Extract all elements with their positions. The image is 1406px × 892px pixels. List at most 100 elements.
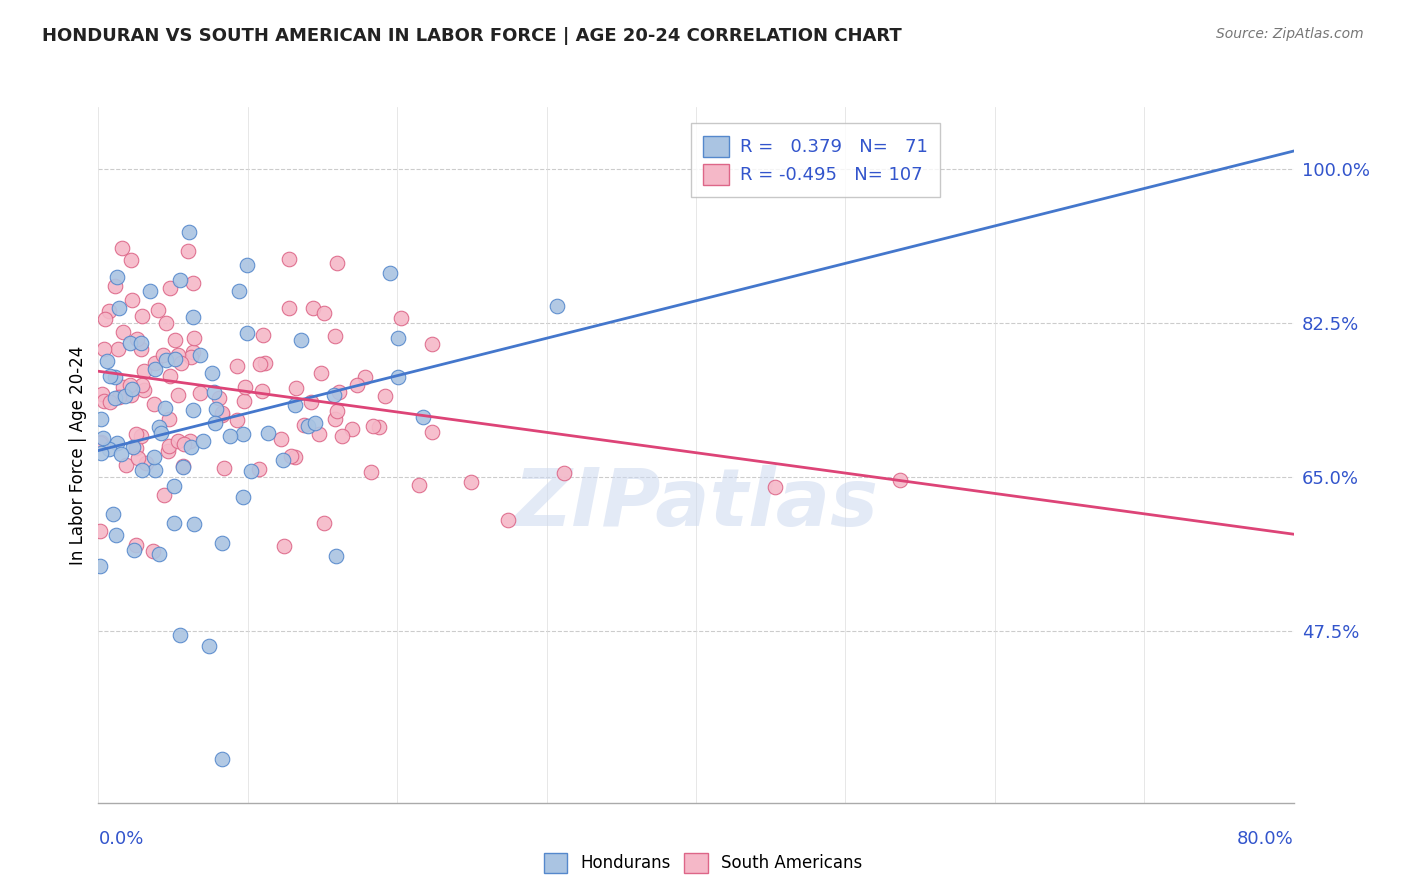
Point [111, 241, 134, 255]
Point [278, 301, 301, 315]
Point [181, 345, 204, 359]
Point [129, 335, 152, 350]
Point [212, 461, 235, 475]
Point [191, 434, 214, 448]
Point [183, 331, 205, 345]
Point [149, 425, 172, 440]
Point [180, 440, 202, 454]
Point [120, 388, 142, 402]
Point [342, 422, 364, 436]
Point [360, 465, 382, 479]
Point [169, 273, 191, 287]
Point [183, 516, 205, 531]
Point [292, 417, 315, 432]
Point [162, 479, 184, 493]
Point [290, 333, 312, 347]
Point [155, 352, 177, 367]
Point [163, 352, 186, 367]
Point [142, 544, 165, 558]
Point [179, 434, 201, 449]
Point [107, 342, 129, 356]
Point [389, 310, 412, 325]
Point [112, 380, 135, 394]
Point [121, 382, 143, 396]
Point [148, 420, 170, 434]
Point [420, 425, 443, 439]
Point [157, 412, 180, 426]
Point [412, 410, 434, 425]
Point [177, 244, 200, 258]
Point [108, 301, 131, 315]
Point [105, 528, 128, 542]
Point [181, 276, 204, 290]
Text: Source: ZipAtlas.com: Source: ZipAtlas.com [1216, 27, 1364, 41]
Point [120, 253, 142, 268]
Point [159, 369, 181, 384]
Point [104, 279, 127, 293]
Point [131, 377, 153, 392]
Point [233, 380, 256, 394]
Point [763, 480, 786, 494]
Point [211, 752, 233, 766]
Point [127, 332, 149, 346]
Point [180, 351, 202, 365]
Point [249, 357, 271, 371]
Text: ZIPatlas: ZIPatlas [513, 465, 879, 542]
Point [122, 543, 145, 558]
Point [148, 547, 170, 561]
Point [271, 453, 294, 467]
Point [236, 258, 259, 272]
Point [89, 559, 111, 574]
Point [323, 387, 346, 401]
Point [93, 393, 115, 408]
Point [204, 416, 226, 430]
Point [90, 411, 112, 425]
Point [163, 334, 186, 348]
Point [249, 462, 271, 476]
Point [131, 463, 153, 477]
Point [167, 434, 190, 449]
Point [98, 303, 121, 318]
Point [228, 284, 250, 298]
Point [314, 306, 336, 320]
Point [422, 336, 444, 351]
Point [330, 429, 353, 443]
Point [211, 406, 233, 420]
Point [155, 316, 177, 330]
Point [159, 281, 181, 295]
Point [132, 383, 155, 397]
Point [142, 397, 165, 411]
Point [328, 384, 350, 399]
Point [280, 449, 302, 463]
Point [89, 436, 111, 450]
Point [236, 326, 259, 341]
Point [142, 450, 165, 464]
Point [346, 378, 368, 392]
Point [156, 444, 179, 458]
Point [309, 366, 332, 380]
Point [240, 464, 263, 478]
Point [208, 391, 231, 405]
Point [172, 458, 194, 473]
Legend: R =   0.379   N=   71, R = -0.495   N= 107: R = 0.379 N= 71, R = -0.495 N= 107 [690, 123, 941, 197]
Point [211, 536, 233, 550]
Point [146, 303, 169, 318]
Point [101, 507, 124, 521]
Point [125, 441, 148, 455]
Point [211, 408, 233, 422]
Point [104, 369, 127, 384]
Point [496, 513, 519, 527]
Point [107, 390, 129, 404]
Point [252, 327, 274, 342]
Point [201, 367, 224, 381]
Text: 80.0%: 80.0% [1237, 830, 1294, 847]
Point [89, 524, 111, 539]
Point [323, 329, 346, 343]
Point [354, 370, 377, 384]
Point [121, 440, 143, 454]
Text: HONDURAN VS SOUTH AMERICAN IN LABOR FORCE | AGE 20-24 CORRELATION CHART: HONDURAN VS SOUTH AMERICAN IN LABOR FORC… [42, 27, 901, 45]
Point [198, 639, 221, 653]
Point [143, 356, 166, 370]
Point [302, 301, 325, 316]
Point [889, 474, 911, 488]
